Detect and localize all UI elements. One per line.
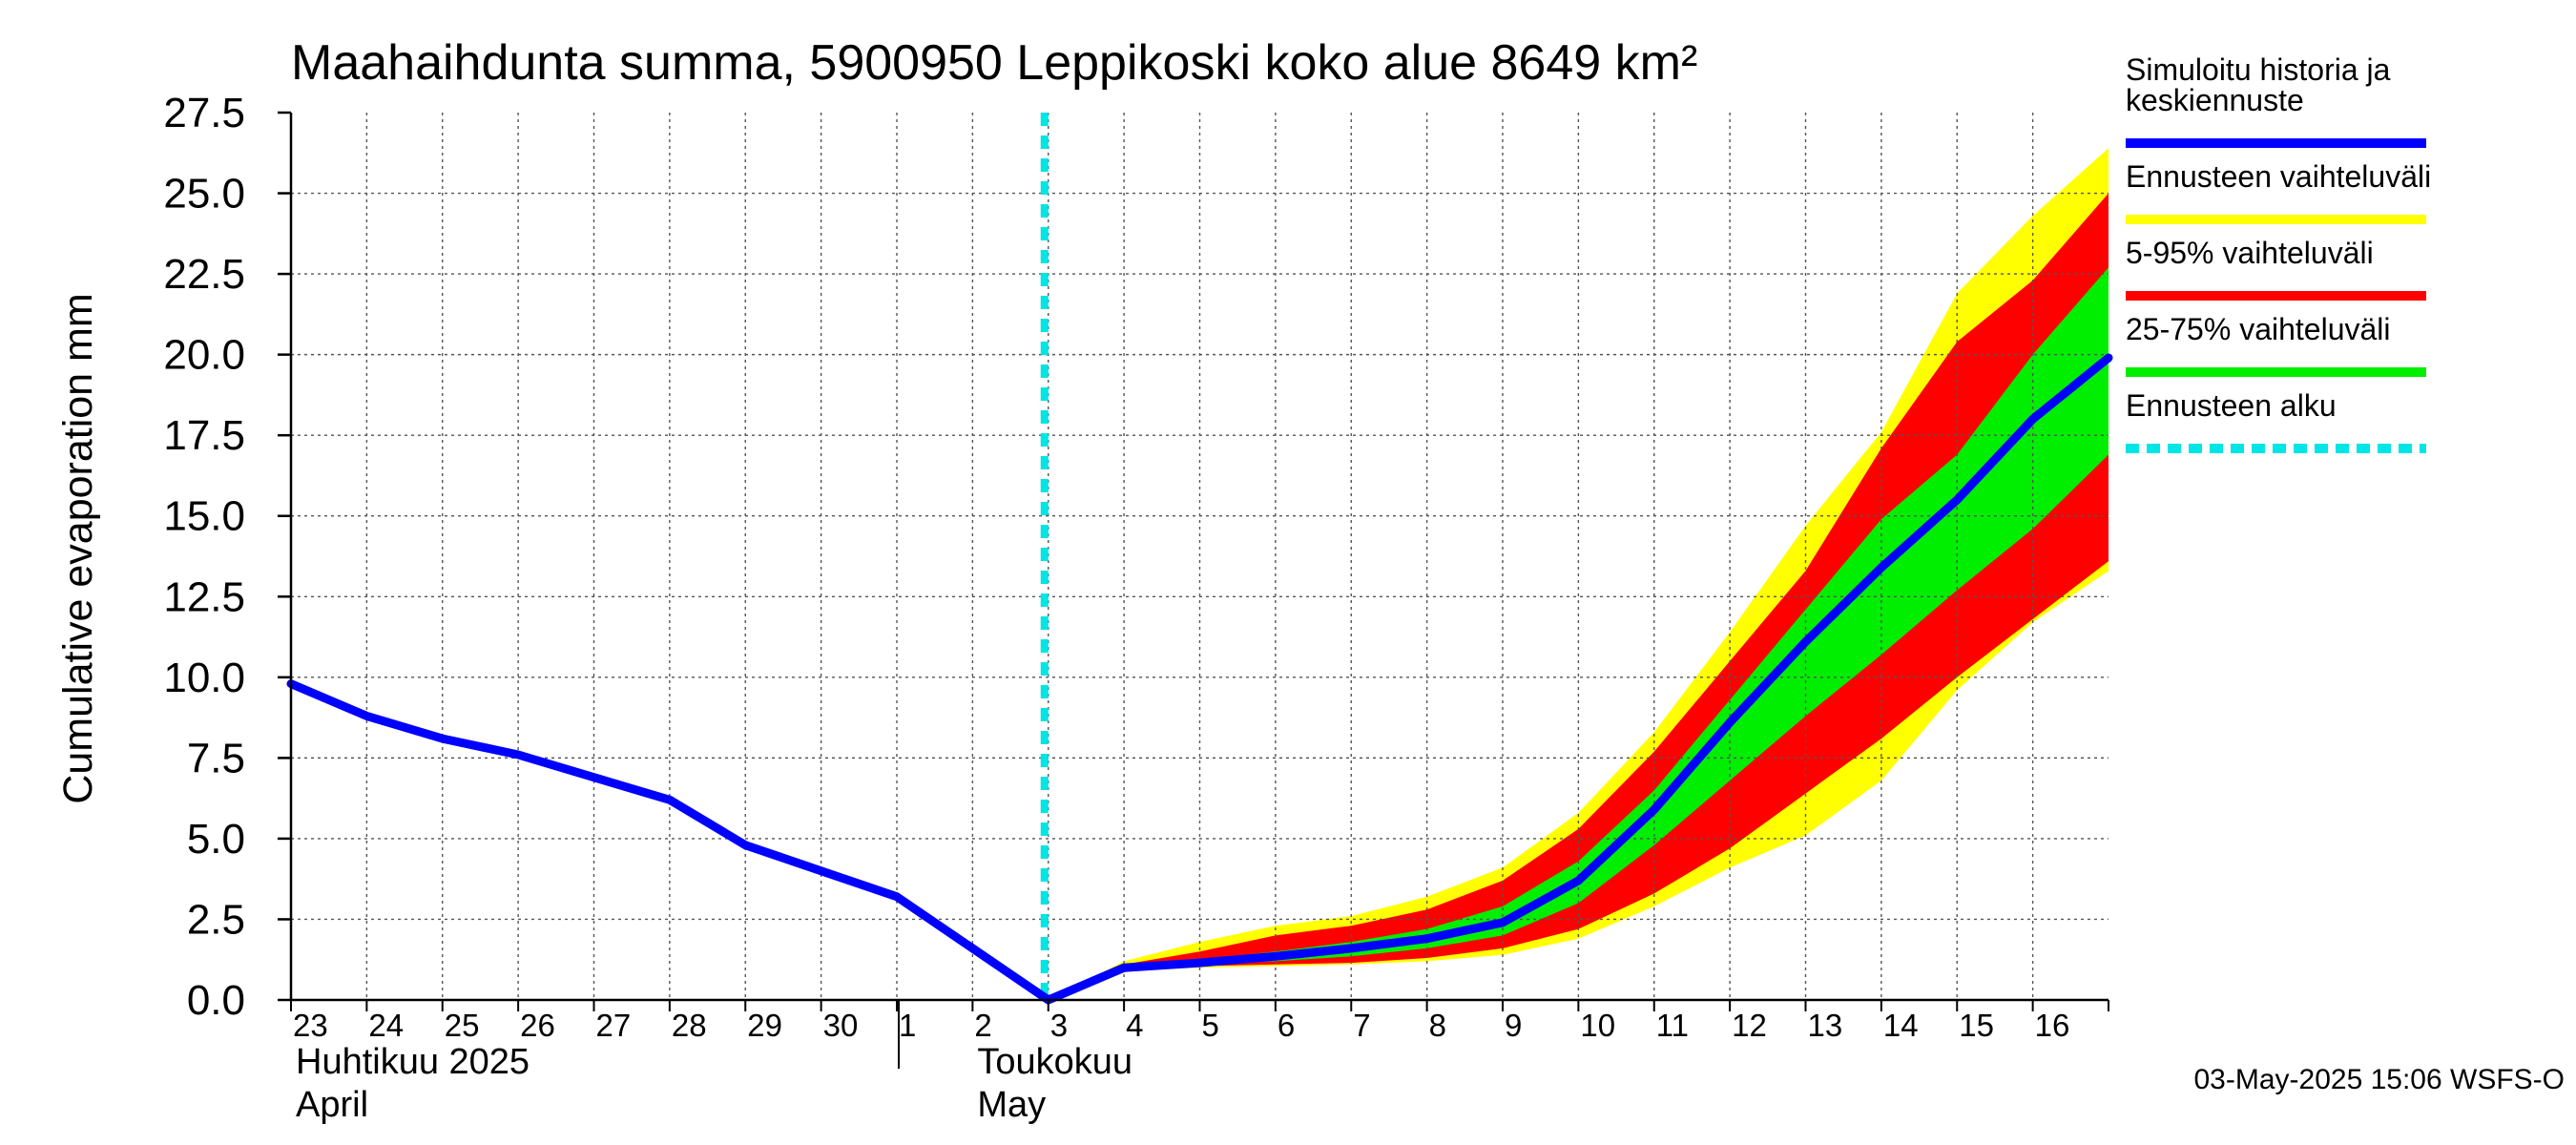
x-tick-label: 11: [1656, 1008, 1689, 1043]
x-tick-label: 26: [520, 1008, 555, 1043]
band-0: [1048, 148, 2109, 1000]
y-tick-label: 2.5: [187, 896, 245, 943]
x-tick-label: 1: [899, 1008, 916, 1043]
x-tick-label: 15: [1959, 1008, 1994, 1043]
y-tick-label: 0.0: [187, 977, 245, 1024]
y-tick-label: 7.5: [187, 735, 245, 781]
y-tick-label: 10.0: [163, 655, 245, 701]
x-tick-label: 6: [1278, 1008, 1295, 1043]
x-tick-label: 3: [1050, 1008, 1068, 1043]
y-tick-label: 27.5: [163, 90, 245, 136]
x-tick-label: 28: [672, 1008, 707, 1043]
series-line-0: [286, 353, 2113, 1005]
x-tick-label: 23: [293, 1008, 328, 1043]
legend-label-0: Simuloitu historia ja: [2126, 52, 2391, 87]
x-tick-label: 24: [368, 1008, 404, 1043]
band-2: [1048, 267, 2109, 1000]
legend-label-0: keskiennuste: [2126, 83, 2304, 117]
x-tick-label: 10: [1580, 1008, 1615, 1043]
y-axis-label: Cumulative evaporation mm: [55, 293, 101, 803]
footer-timestamp: 03-May-2025 15:06 WSFS-O: [2194, 1064, 2566, 1095]
chart-title: Maahaihdunta summa, 5900950 Leppikoski k…: [291, 35, 1697, 91]
month-label-1: Toukokuu: [977, 1042, 1132, 1082]
x-tick-label: 14: [1883, 1008, 1919, 1043]
month-label-1: May: [977, 1085, 1046, 1125]
y-ticks: 0.0 2.5 5.0 7.5 10.0 12.5 15.0 17.5 20.0 22.5 25.0…: [163, 90, 291, 1024]
x-tick-label: 16: [2035, 1008, 2070, 1043]
month-label-0: April: [296, 1085, 368, 1125]
x-tick-label: 9: [1505, 1008, 1522, 1043]
y-tick-label: 12.5: [163, 573, 245, 620]
x-tick-label: 5: [1202, 1008, 1219, 1043]
x-tick-label: 27: [596, 1008, 632, 1043]
legend-label-4: Ennusteen alku: [2126, 388, 2337, 423]
x-tick-label: 7: [1353, 1008, 1370, 1043]
x-tick-label: 2: [974, 1008, 991, 1043]
legend-label-2: 5-95% vaihteluväli: [2126, 236, 2374, 270]
x-tick-label: 4: [1126, 1008, 1143, 1043]
grid: [291, 113, 2109, 1000]
x-tick-label: 13: [1808, 1008, 1843, 1043]
month-label-0: Huhtikuu 2025: [296, 1042, 530, 1082]
median-series: [286, 353, 2113, 1005]
legend-label-1: Ennusteen vaihteluväli: [2126, 159, 2431, 194]
y-tick-label: 25.0: [163, 171, 245, 218]
legend-label-3: 25-75% vaihteluväli: [2126, 312, 2391, 346]
x-tick-label: 12: [1732, 1008, 1767, 1043]
x-tick-label: 25: [445, 1008, 480, 1043]
y-tick-label: 15.0: [163, 493, 245, 540]
x-ticks: 23 24 25 26 27 28 29 30 1 2 3 4 5 6 7 8 9 10 11 12 13 14 15 16: [290, 1000, 2109, 1043]
x-tick-label: 30: [823, 1008, 859, 1043]
y-tick-label: 22.5: [163, 251, 245, 298]
x-tick-label: 8: [1429, 1008, 1446, 1043]
y-tick-label: 5.0: [187, 816, 245, 863]
x-tick-label: 29: [747, 1008, 782, 1043]
y-tick-label: 17.5: [163, 412, 245, 459]
y-tick-label: 20.0: [163, 332, 245, 379]
